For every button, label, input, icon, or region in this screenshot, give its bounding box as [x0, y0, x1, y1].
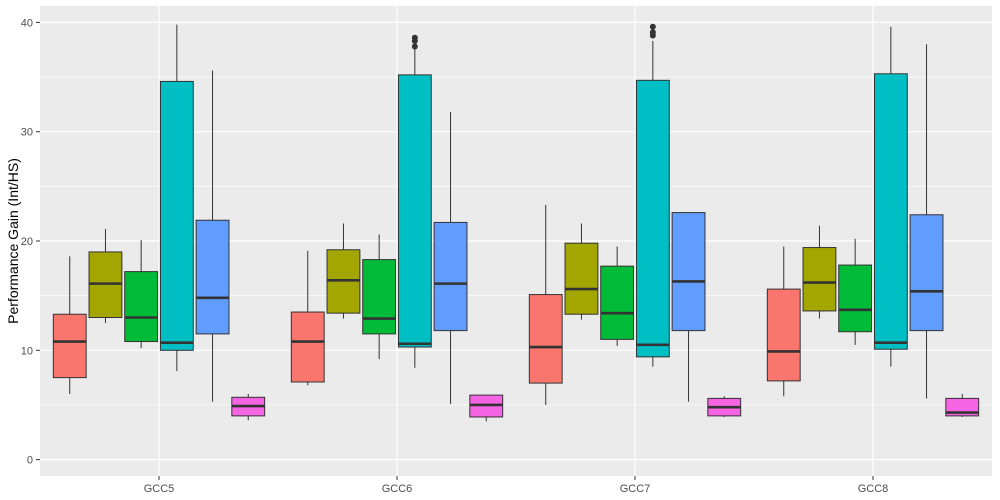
outlier-point [649, 23, 656, 30]
box-series3-gcc5 [124, 239, 159, 349]
x-tick-label: GCC6 [382, 483, 413, 495]
box-series3-gcc7 [600, 246, 635, 346]
box-body [909, 214, 944, 332]
box-series2-gcc5 [88, 228, 123, 323]
box-series1-gcc7 [528, 204, 563, 405]
box-series6-gcc6 [469, 394, 504, 422]
outlier-point [411, 34, 418, 41]
box-series4-gcc8 [873, 26, 908, 367]
box-body [52, 313, 87, 379]
box-body [195, 219, 230, 335]
box-body [528, 294, 563, 384]
outlier-point [411, 43, 418, 50]
y-tick-label: 10 [21, 345, 33, 357]
box-series2-gcc8 [802, 225, 837, 319]
x-axis: GCC5 GCC6 GCC7 GCC8 [144, 476, 889, 495]
box-series5-gcc7 [671, 212, 706, 402]
box-body [564, 242, 599, 315]
box-body [362, 259, 397, 335]
grid-major [40, 6, 992, 476]
box-body [635, 79, 670, 358]
y-axis: 0 10 20 30 40 [21, 17, 40, 467]
box-body [397, 74, 432, 348]
x-tick-label: GCC5 [144, 483, 175, 495]
box-series5-gcc6 [433, 112, 468, 404]
y-tick-label: 30 [21, 127, 33, 139]
box-body [290, 311, 325, 383]
box-series1-gcc6 [290, 250, 325, 386]
box-series6-gcc7 [707, 396, 742, 417]
box-series2-gcc6 [326, 223, 361, 319]
box-body [159, 80, 194, 351]
box-series1-gcc8 [766, 246, 801, 397]
y-tick-label: 40 [21, 17, 33, 29]
x-tick-label: GCC7 [620, 483, 651, 495]
box-body [124, 271, 159, 343]
y-tick-label: 0 [27, 455, 33, 467]
x-tick-label: GCC8 [858, 483, 889, 495]
box-series4-gcc6 [397, 34, 432, 368]
box-body [873, 73, 908, 350]
box-series6-gcc5 [231, 394, 266, 421]
box-body [802, 247, 837, 312]
box-body [600, 265, 635, 340]
box-body [433, 221, 468, 332]
box-series3-gcc6 [362, 234, 397, 360]
boxes-layer [52, 23, 980, 422]
outlier-point [649, 29, 656, 36]
box-series4-gcc7 [635, 23, 670, 367]
box-series5-gcc8 [909, 44, 944, 399]
box-body [838, 264, 873, 333]
box-series3-gcc8 [838, 238, 873, 345]
box-series4-gcc5 [159, 24, 194, 372]
y-axis-title: Performance Gain (Int/HS) [5, 158, 21, 324]
box-series2-gcc7 [564, 223, 599, 320]
box-body [766, 288, 801, 382]
box-series1-gcc5 [52, 256, 87, 395]
y-tick-label: 20 [21, 236, 33, 248]
box-body [671, 212, 706, 332]
box-series5-gcc5 [195, 70, 230, 402]
box-series6-gcc8 [945, 394, 980, 417]
